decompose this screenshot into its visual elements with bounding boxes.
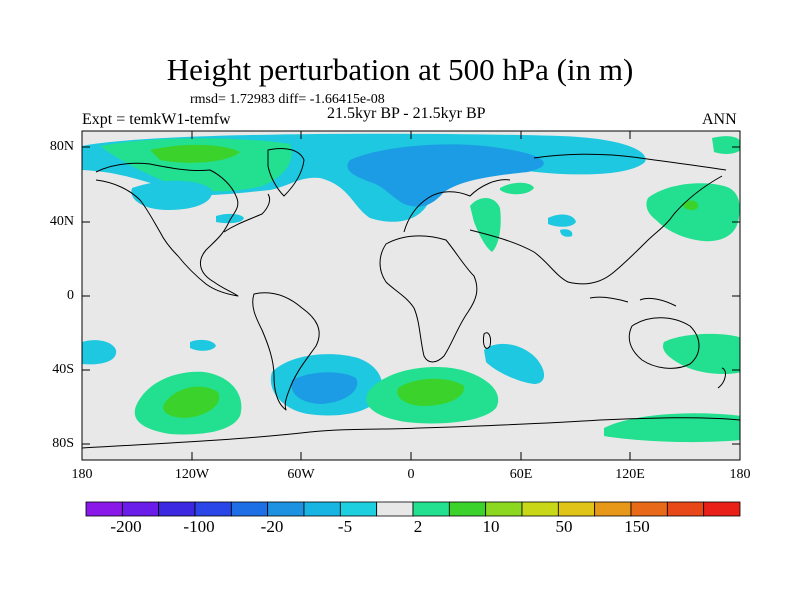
colorbar-swatch	[267, 501, 305, 517]
colorbar-swatch	[412, 501, 450, 517]
lon-label-180w: 180	[71, 467, 93, 482]
contour-green-ne-asia	[646, 183, 740, 242]
axis-ticks	[82, 131, 740, 460]
colorbar-swatch	[448, 501, 487, 517]
contour-green-greenland	[100, 138, 292, 192]
chart-title: Height perturbation at 500 hPa (in m)	[166, 52, 634, 87]
stats-line: rmsd= 1.72983 diff= -1.66415e-08	[190, 92, 385, 107]
lat-label-80s: 80S	[52, 436, 74, 451]
lat-label-80n: 80N	[49, 139, 74, 154]
colorbar-swatch	[121, 501, 160, 517]
colorbar-label: 150	[624, 517, 650, 536]
contour-midgreen-greenland	[150, 144, 240, 163]
colorbar-swatch	[521, 501, 559, 517]
contour-blue-small-4	[190, 339, 216, 351]
lon-label-180e: 180	[729, 467, 751, 482]
contour-blue-small-3	[560, 229, 573, 237]
lat-label-40n: 40N	[49, 214, 74, 229]
colorbar-label: -100	[183, 517, 215, 536]
colorbar-label: 2	[413, 517, 423, 536]
contour-midblue-north	[347, 144, 544, 207]
coast-madagascar	[483, 332, 491, 349]
colorbar	[85, 501, 741, 517]
colorbar-label: 50	[555, 517, 573, 536]
contour-green-se-south	[604, 413, 740, 443]
contour-green-eurasia	[470, 198, 501, 252]
coast-new-zealand	[717, 367, 726, 389]
colorbar-swatch	[594, 501, 632, 517]
contour-green-small-1	[500, 182, 534, 195]
colorbar-swatch	[703, 501, 741, 517]
coast-europe	[403, 179, 511, 233]
contour-green-australia	[663, 333, 740, 374]
colorbar-label: 10	[482, 517, 500, 536]
contour-blue-small-1	[216, 213, 244, 224]
contour-field	[82, 133, 740, 449]
colorbar-swatch	[230, 501, 269, 517]
lon-label-0: 0	[407, 467, 415, 482]
lon-label-120w: 120W	[174, 467, 210, 482]
colorbar-swatch	[85, 501, 123, 517]
coast-asia	[469, 175, 723, 285]
lon-label-60w: 60W	[287, 467, 315, 482]
coast-south-america	[252, 292, 320, 411]
colorbar-swatch	[485, 501, 523, 517]
colorbar-swatch	[158, 501, 196, 517]
lon-label-120e: 120E	[615, 467, 645, 482]
contour-midgreen-s-pacific	[163, 386, 220, 418]
colorbar-label: -5	[337, 517, 353, 536]
contour-blue-indian-ocean	[484, 343, 545, 384]
coast-africa	[379, 235, 478, 363]
lat-label-0: 0	[67, 288, 74, 303]
colorbar-swatch	[303, 501, 341, 517]
colorbar-swatch	[339, 501, 378, 517]
lon-label-60e: 60E	[509, 467, 533, 482]
coast-north-america-east	[223, 193, 271, 233]
colorbar-swatch	[194, 501, 232, 517]
colorbar-swatch	[557, 501, 596, 517]
contour-blue-sw-edge	[82, 340, 117, 365]
colorbar-swatch	[630, 501, 668, 517]
period-label: 21.5kyr BP - 21.5kyr BP	[327, 105, 486, 122]
contour-midgreen-s-africa	[397, 378, 465, 406]
contour-green-arctic-east	[712, 136, 740, 154]
experiment-label: Expt = temkW1-temfw	[82, 111, 231, 128]
contour-blue-small-2	[548, 214, 576, 227]
season-label: ANN	[702, 111, 737, 128]
contour-blue-nw	[131, 180, 213, 210]
colorbar-label: -200	[110, 517, 142, 536]
coastlines	[82, 147, 740, 449]
coast-north-america	[95, 162, 239, 297]
coast-greenland	[267, 147, 305, 197]
colorbar-swatch	[666, 501, 705, 517]
contour-midgreen-ne-asia	[682, 200, 699, 211]
coast-australia	[628, 317, 700, 369]
colorbar-label: -20	[260, 517, 284, 536]
coast-siberia	[533, 153, 727, 171]
coast-indonesia	[589, 296, 677, 307]
colorbar-swatch	[376, 501, 414, 517]
coast-antarctica	[82, 417, 740, 449]
lat-label-40s: 40S	[52, 362, 74, 377]
contour-midblue-s-atlantic	[291, 372, 358, 404]
